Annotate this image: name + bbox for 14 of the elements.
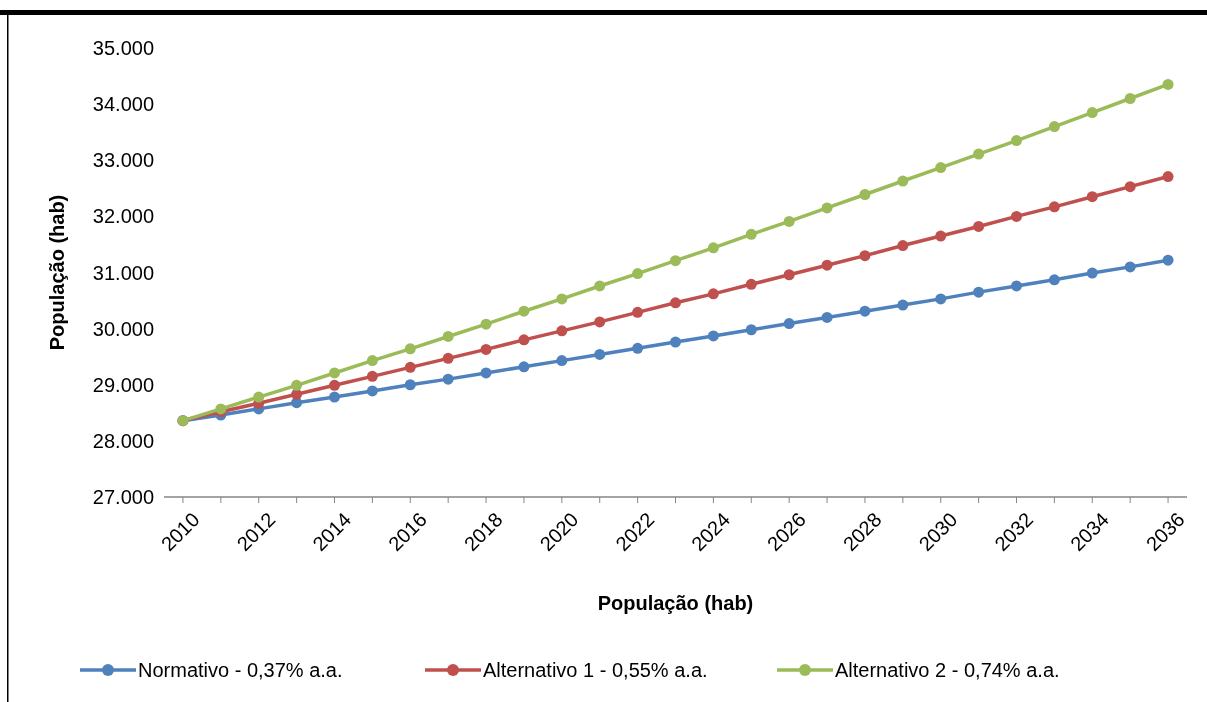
legend-label: Alternativo 1 - 0,55% a.a. <box>483 659 708 681</box>
x-axis-title: População (hab) <box>597 592 754 614</box>
y-axis-title: População (hab) <box>46 194 68 351</box>
y-tick-label: 27.000 <box>92 486 154 508</box>
y-tick-label: 33.000 <box>92 149 154 172</box>
y-tick-label: 34.000 <box>92 93 154 116</box>
legend-label: Alternativo 2 - 0,74% a.a. <box>835 659 1060 681</box>
y-tick-label: 29.000 <box>92 373 154 396</box>
legend-label: Normativo - 0,37% a.a. <box>138 659 343 681</box>
y-tick-label: 28.000 <box>92 429 154 452</box>
y-tick-label: 35.000 <box>92 37 154 59</box>
y-tick-label: 31.000 <box>92 261 154 284</box>
y-tick-label: 32.000 <box>92 205 154 228</box>
y-tick-label: 30.000 <box>92 317 154 340</box>
